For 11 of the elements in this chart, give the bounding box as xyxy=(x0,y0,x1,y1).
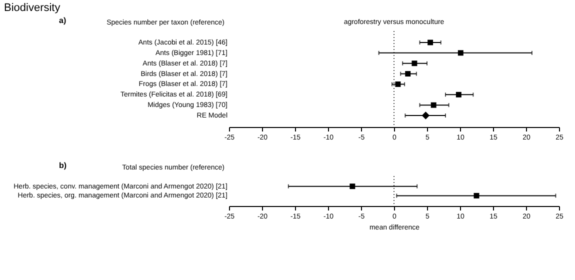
point xyxy=(395,81,401,87)
point xyxy=(430,102,436,108)
text: Biodiversity xyxy=(4,2,61,14)
text: b) xyxy=(59,161,67,170)
point xyxy=(412,60,418,66)
point xyxy=(456,92,462,98)
text: a) xyxy=(59,16,66,25)
point xyxy=(428,40,434,46)
point xyxy=(405,71,411,77)
point xyxy=(458,50,464,56)
point xyxy=(422,112,430,120)
